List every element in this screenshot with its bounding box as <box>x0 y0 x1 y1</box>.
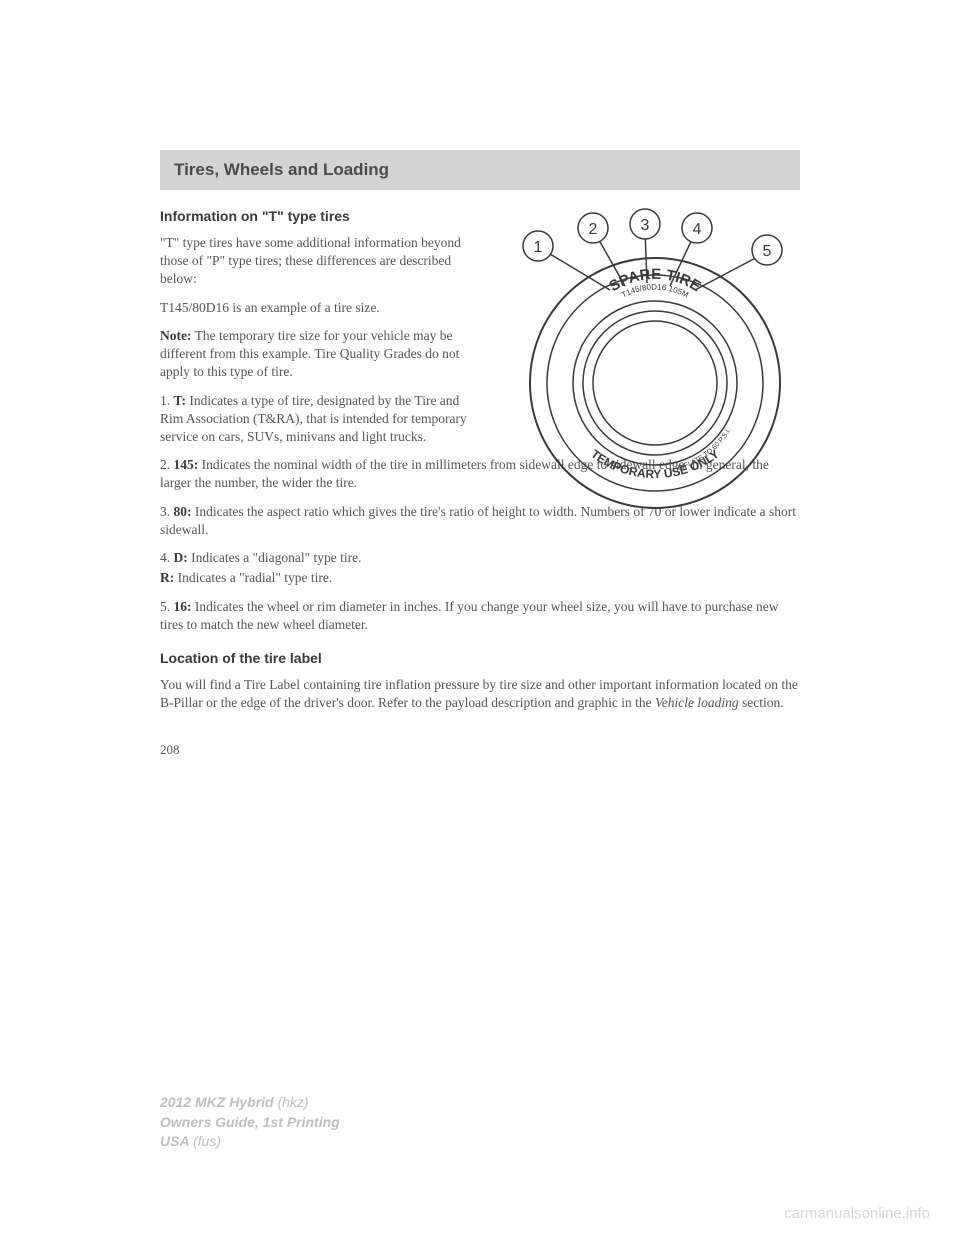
item4-bold: D: <box>174 550 188 565</box>
para-item-4b: R: Indicates a "radial" type tire. <box>160 569 800 587</box>
item5-num: 5. <box>160 599 174 614</box>
para-location: You will find a Tire Label containing ti… <box>160 676 800 712</box>
item2-num: 2. <box>160 457 174 472</box>
watermark: carmanualsonline.info <box>784 1205 930 1222</box>
para-item-5: 5. 16: Indicates the wheel or rim diamet… <box>160 598 800 634</box>
item1-bold: T: <box>174 393 187 408</box>
location-text-b: section. <box>739 695 784 710</box>
footer-code1: (hkz) <box>277 1094 308 1110</box>
footer-line-1: 2012 MKZ Hybrid (hkz) <box>160 1093 340 1113</box>
item4-text: Indicates a "diagonal" type tire. <box>188 550 362 565</box>
para-intro: "T" type tires have some additional info… <box>160 234 470 289</box>
callout-4: 4 <box>693 221 702 238</box>
note-label: Note: <box>160 328 191 343</box>
section-header-bar: Tires, Wheels and Loading <box>160 150 800 190</box>
footer-code2: (fus) <box>193 1133 221 1149</box>
item1-text: Indicates a type of tire, designated by … <box>160 393 467 444</box>
narrow-text-column: "T" type tires have some additional info… <box>160 234 470 446</box>
footer-model: 2012 MKZ Hybrid <box>160 1094 277 1110</box>
note-text: The temporary tire size for your vehicle… <box>160 328 459 379</box>
page-content: Tires, Wheels and Loading Information on… <box>160 150 800 758</box>
subheading-location: Location of the tire label <box>160 650 800 666</box>
para-example: T145/80D16 is an example of a tire size. <box>160 299 470 317</box>
item5-bold: 16: <box>174 599 192 614</box>
item4b-text: Indicates a "radial" type tire. <box>174 570 332 585</box>
diagram-temporary-text: TEMPORARY USE ONLY <box>588 447 721 481</box>
footer-line-3: USA (fus) <box>160 1132 340 1152</box>
item3-bold: 80: <box>174 504 192 519</box>
callout-1: 1 <box>534 239 543 256</box>
svg-text:TEMPORARY USE ONLY: TEMPORARY USE ONLY <box>588 447 721 481</box>
callout-5: 5 <box>763 243 772 260</box>
item2-bold: 145: <box>174 457 199 472</box>
para-item-1: 1. T: Indicates a type of tire, designat… <box>160 392 470 447</box>
location-italic: Vehicle loading <box>655 695 739 710</box>
para-item-4: 4. D: Indicates a "diagonal" type tire. <box>160 549 800 567</box>
spare-tire-diagram: SPARE TIRE T145/80D16 105M TEMPORARY USE… <box>505 208 805 518</box>
item1-num: 1. <box>160 393 174 408</box>
footer: 2012 MKZ Hybrid (hkz) Owners Guide, 1st … <box>160 1093 340 1152</box>
section-header-title: Tires, Wheels and Loading <box>174 160 786 180</box>
para-note: Note: The temporary tire size for your v… <box>160 327 470 382</box>
footer-line-2: Owners Guide, 1st Printing <box>160 1113 340 1133</box>
item4b-bold: R: <box>160 570 174 585</box>
footer-region: USA <box>160 1133 193 1149</box>
item3-num: 3. <box>160 504 174 519</box>
callout-3: 3 <box>641 217 650 234</box>
page-number: 208 <box>160 742 800 758</box>
callout-2: 2 <box>589 221 598 238</box>
content-area: Information on "T" type tires SPARE TIRE… <box>160 208 800 758</box>
item5-text: Indicates the wheel or rim diameter in i… <box>160 599 779 632</box>
item4-num: 4. <box>160 550 174 565</box>
